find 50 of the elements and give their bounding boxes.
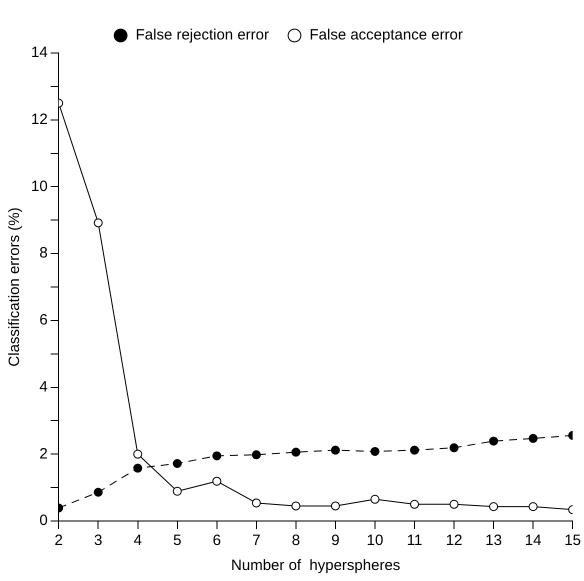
point (133, 464, 142, 473)
legend-label: False rejection error (136, 26, 269, 44)
point (528, 502, 538, 512)
x-tick-label: 12 (446, 532, 462, 550)
point (410, 500, 420, 509)
point (370, 494, 380, 504)
x-tick-label: 13 (485, 532, 502, 550)
point (330, 446, 340, 455)
x-tick-label: 4 (134, 532, 142, 550)
x-tick-label: 3 (94, 532, 102, 550)
x-tick-label: 10 (366, 532, 384, 550)
point (528, 434, 538, 443)
point (172, 486, 182, 496)
point (410, 446, 420, 455)
point (291, 501, 300, 510)
point (370, 446, 380, 456)
y-tick-label: 14 (30, 44, 48, 62)
point (291, 448, 300, 457)
point (252, 450, 261, 460)
x-axis-title: Number of hyperspheres (231, 557, 400, 574)
point (94, 488, 103, 497)
x-tick-label: 2 (54, 532, 63, 550)
x-tick-label: 15 (564, 532, 581, 550)
y-tick-label: 0 (39, 512, 48, 530)
x-tick-label: 6 (212, 532, 221, 550)
y-axis-title: Classification errors (%) (6, 207, 24, 367)
point (212, 451, 222, 460)
x-tick-label: 11 (406, 532, 422, 550)
legend-label: False acceptance error (309, 26, 463, 44)
point (252, 498, 261, 508)
x-tick-label: 7 (252, 532, 261, 550)
point (94, 218, 103, 228)
x-tick-label: 9 (331, 532, 340, 550)
x-tick-label: 14 (524, 532, 542, 550)
x-tick-label: 5 (173, 532, 182, 550)
y-tick-label: 6 (39, 312, 48, 329)
point (489, 436, 498, 446)
x-tick-label: 8 (292, 532, 300, 550)
y-tick-label: 8 (39, 244, 48, 262)
y-tick-label: 4 (39, 378, 48, 396)
point (330, 501, 340, 510)
point (450, 500, 459, 509)
point (489, 502, 498, 512)
y-tick-label: 12 (30, 111, 48, 128)
point (172, 459, 182, 468)
y-tick-label: 10 (30, 178, 48, 195)
point (450, 443, 459, 452)
y-tick-label: 2 (39, 445, 48, 462)
point (212, 476, 222, 486)
point (133, 450, 142, 459)
